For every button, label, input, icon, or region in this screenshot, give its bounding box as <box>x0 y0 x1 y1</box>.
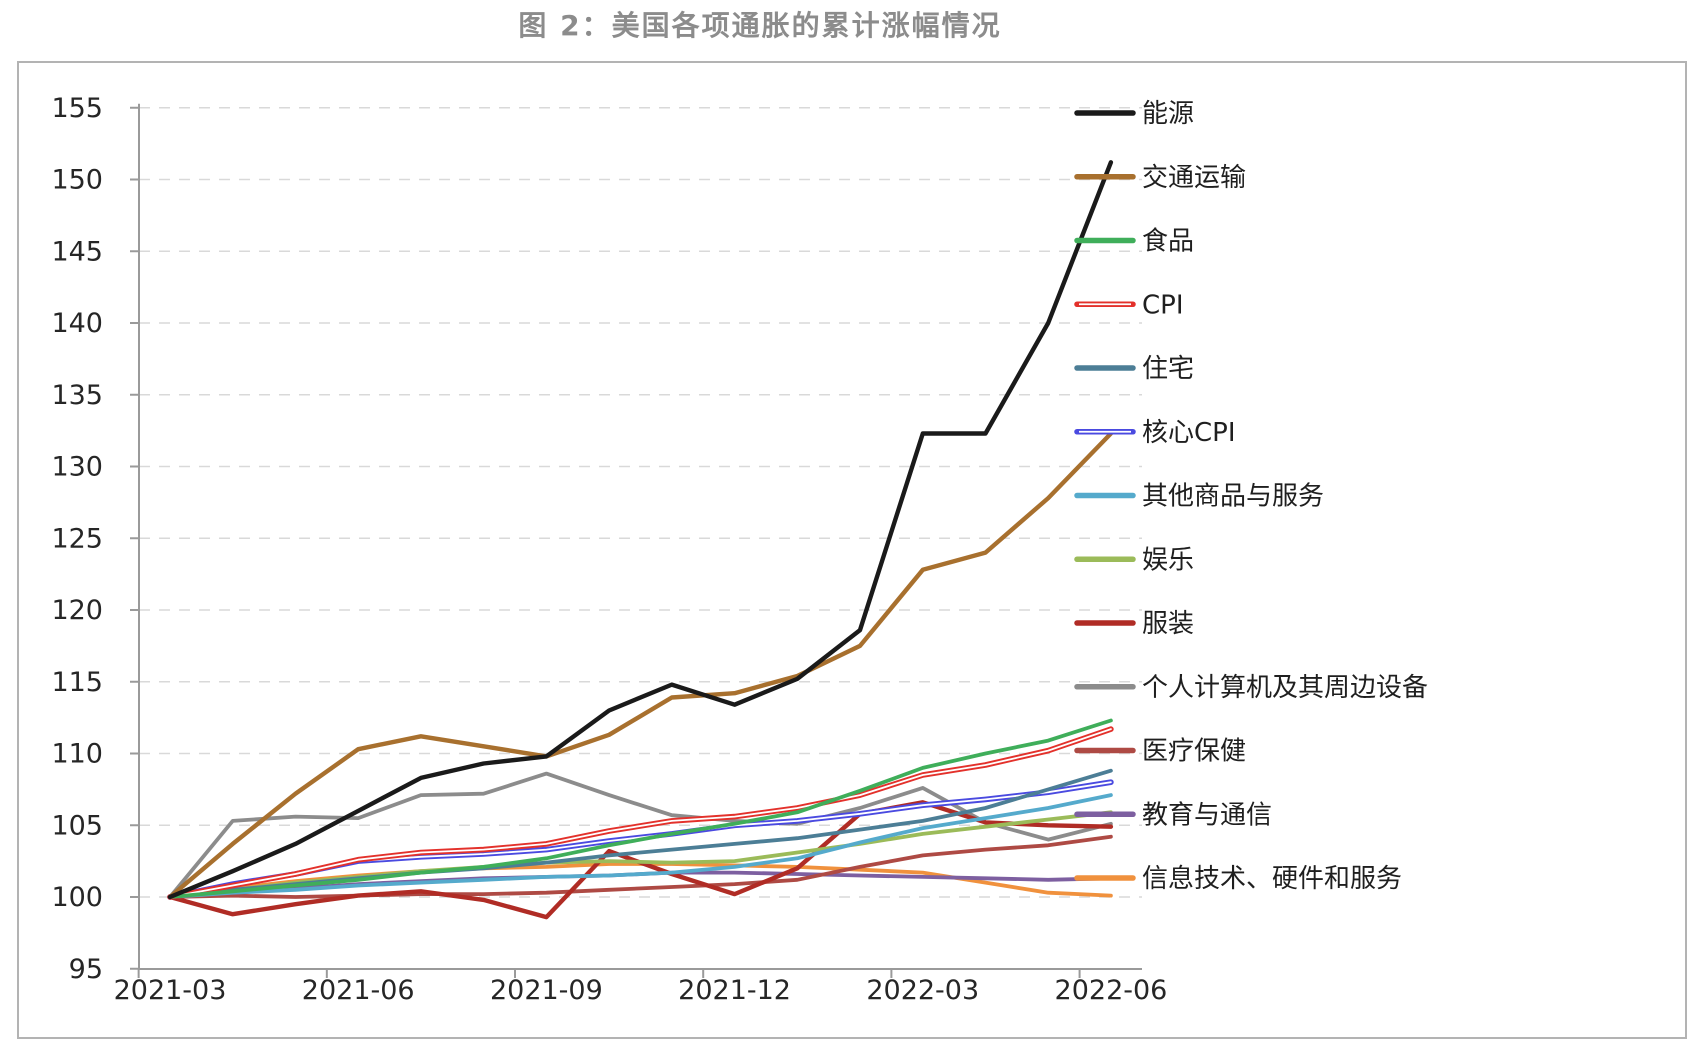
legend-label-apparel: 服装 <box>1142 609 1194 639</box>
legend-item-education-communication: 教育与通信 <box>1074 800 1272 830</box>
series-line-personal-computers <box>168 771 1113 899</box>
legend-label-transport: 交通运输 <box>1142 163 1246 193</box>
legend-label-entertainment: 娱乐 <box>1142 545 1194 575</box>
x-tick-label-2021-06: 2021-06 <box>302 975 415 1006</box>
series-line-cpi-inner <box>169 728 1112 898</box>
series-line-healthcare <box>168 834 1113 899</box>
y-tick-label-145: 145 <box>51 236 103 267</box>
legend-item-apparel: 服装 <box>1074 609 1194 639</box>
x-axis-labels: 2021-03 2021-06 2021-09 2021-12 2022-03 2022-… <box>114 975 1168 1006</box>
x-tick-label-2021-12: 2021-12 <box>678 975 791 1006</box>
legend-item-healthcare: 医疗保健 <box>1074 737 1246 767</box>
y-tick-label-105: 105 <box>51 810 103 841</box>
legend-label-cpi: CPI <box>1142 290 1184 320</box>
legend-item-it-hardware-services: 信息技术、硬件和服务 <box>1074 864 1402 894</box>
legend-label-it-hardware-services: 信息技术、硬件和服务 <box>1142 864 1402 894</box>
y-tick-label-140: 140 <box>51 308 103 339</box>
series-line-food <box>168 718 1113 899</box>
y-tick-label-135: 135 <box>51 380 103 411</box>
legend-item-core-cpi: 核心CPI <box>1074 418 1236 448</box>
legend-label-energy: 能源 <box>1142 99 1194 129</box>
legend-label-education-communication: 教育与通信 <box>1142 800 1272 830</box>
legend-label-food: 食品 <box>1142 227 1194 257</box>
series-line-other-goods-services <box>168 793 1113 899</box>
legend-item-entertainment: 娱乐 <box>1074 545 1194 575</box>
x-tick-label-2022-03: 2022-03 <box>866 975 979 1006</box>
y-tick-label-95: 95 <box>69 954 103 985</box>
series-line-energy <box>167 160 1114 900</box>
legend-label-core-cpi: 核心CPI <box>1142 418 1236 448</box>
series-line-transport <box>167 431 1114 900</box>
legend-label-other-goods-services: 其他商品与服务 <box>1142 482 1324 512</box>
legend-label-housing: 住宅 <box>1142 354 1194 384</box>
y-tick-label-150: 150 <box>51 165 103 196</box>
legend-item-transport: 交通运输 <box>1074 163 1246 193</box>
chart-title: 图 2：美国各项通胀的累计涨幅情况 <box>518 9 1002 42</box>
legend-item-other-goods-services: 其他商品与服务 <box>1074 482 1324 512</box>
legend-label-healthcare: 医疗保健 <box>1142 737 1246 767</box>
y-tick-label-120: 120 <box>51 595 103 626</box>
axes <box>130 103 1142 978</box>
y-tick-label-110: 110 <box>51 739 103 770</box>
x-tick-label-2022-06: 2022-06 <box>1055 975 1168 1006</box>
legend-item-personal-computers: 个人计算机及其周边设备 <box>1074 673 1428 703</box>
legend-label-personal-computers: 个人计算机及其周边设备 <box>1142 673 1428 703</box>
x-tick-label-2021-09: 2021-09 <box>490 975 603 1006</box>
y-tick-label-100: 100 <box>51 882 103 913</box>
y-tick-label-155: 155 <box>51 93 103 124</box>
y-tick-label-125: 125 <box>51 523 103 554</box>
legend-item-cpi: CPI <box>1074 290 1184 320</box>
legend-item-energy: 能源 <box>1074 99 1194 129</box>
y-tick-label-115: 115 <box>51 667 103 698</box>
y-axis-labels: 95 100 105 110 115 120 125 130 135 140 145 150 155 <box>51 93 103 985</box>
legend-item-housing: 住宅 <box>1074 354 1194 384</box>
legend-item-food: 食品 <box>1074 227 1194 257</box>
x-tick-label-2021-03: 2021-03 <box>114 975 227 1006</box>
series-lines <box>167 160 1114 920</box>
y-tick-label-130: 130 <box>51 452 103 483</box>
